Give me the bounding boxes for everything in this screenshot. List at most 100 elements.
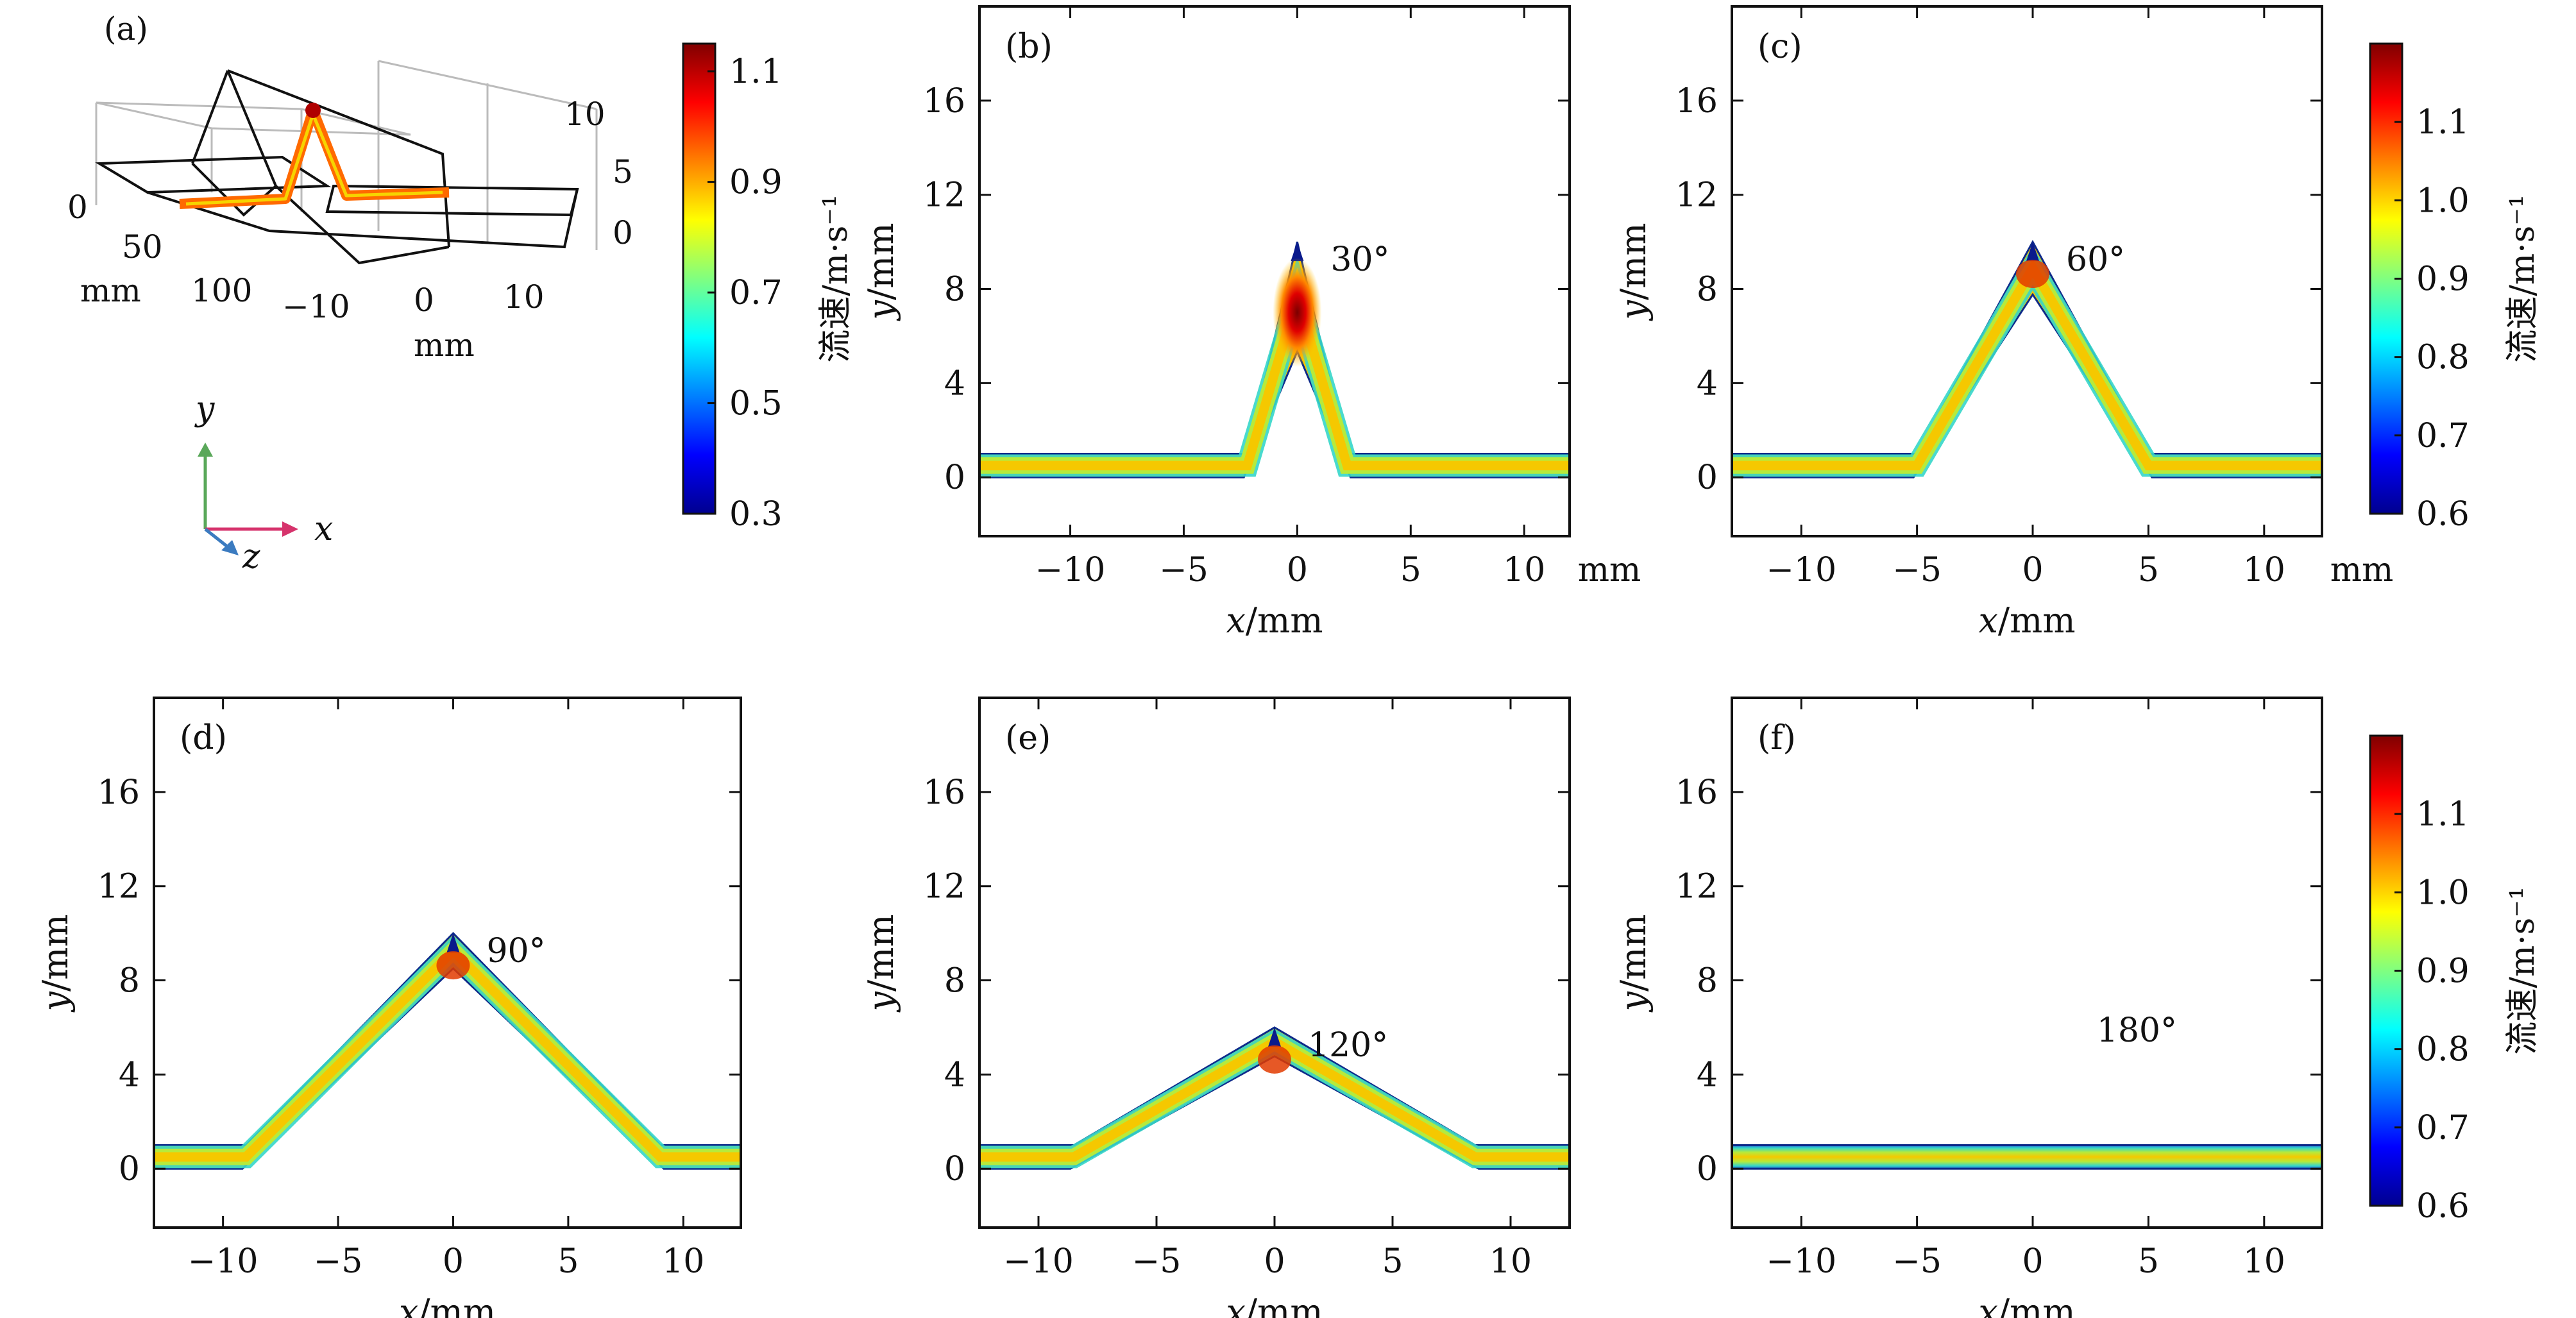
flow-tip: [1268, 1027, 1281, 1047]
colorbar-a: 0.3 0.5 0.7 0.9 1.1 流速/m·s⁻¹: [682, 42, 855, 534]
colorbar-tick-label: 0.9: [2416, 952, 2470, 991]
flow-channel-core: [154, 944, 741, 1162]
y-tick-label: 4: [1697, 364, 1718, 403]
bend-angle-label: 60°: [2066, 241, 2125, 279]
flow-tip: [2026, 242, 2040, 262]
colorbar-c: 0.6 0.7 0.8 0.9 1.0 1.1 流速/m·s⁻¹: [2369, 42, 2542, 534]
y-tick-label: 12: [1675, 176, 1718, 215]
colorbar-tick-label: 0.6: [2416, 495, 2470, 534]
flow-tip: [1291, 242, 1304, 262]
flow-channel: [1732, 1144, 2322, 1170]
y-axis-title: y/mm: [861, 223, 901, 321]
panel-e: −10 −5 0 5 10 0 4 8 12 16 (e) 120° x/mm y/mm: [861, 697, 1571, 1318]
triad-x-arrowhead: [282, 521, 298, 537]
bend-angle-label: 30°: [1330, 241, 1389, 279]
colorbar-tick-label: 0.9: [2416, 260, 2470, 299]
y-axis-title: y/mm: [1613, 914, 1654, 1012]
x-tick-label: −5: [1159, 551, 1208, 589]
x-tick-label: 10: [1489, 1242, 1532, 1281]
flow-channel-outer: [154, 934, 741, 1169]
y-axis-title: y/mm: [861, 914, 901, 1012]
flow-channel: [979, 1026, 1570, 1170]
y-tick-label: 12: [1675, 868, 1718, 906]
x-tick-label: 10: [2243, 551, 2285, 589]
x-tick-label: 10: [1503, 551, 1545, 589]
panel-f: −10 −5 0 5 10 0 4 8 12 16 (f) 180° x/mm y/mm: [1613, 697, 2323, 1318]
panel-a-depth-unit: mm: [80, 272, 141, 309]
panel-a-width-unit: mm: [414, 326, 475, 364]
colorbar-tick-label: 0.7: [729, 274, 783, 312]
y-tick-label: 4: [1697, 1056, 1718, 1094]
panel-a-depth-tick-100: 100: [191, 272, 252, 309]
x-tick-label: −5: [1892, 551, 1942, 589]
flow-channel: [979, 241, 1570, 478]
colorbar-title: 流速/m·s⁻¹: [2504, 194, 2542, 362]
triad-z-arrow: [204, 528, 231, 550]
x-tick-label: 5: [2138, 1242, 2159, 1281]
colorbar-tick-label: 1.1: [729, 53, 783, 91]
panel-a-width-tick-m10: −10: [282, 288, 350, 325]
panel-label: (d): [180, 719, 227, 757]
panel-label: (c): [1758, 28, 1802, 66]
x-axis-title: x/mm: [1226, 1292, 1323, 1318]
flow-channel: [1732, 239, 2322, 478]
panel-a-flow-peak: [305, 103, 321, 118]
y-tick-label: 8: [119, 962, 140, 1001]
colorbar-tick-label: 1.0: [2416, 182, 2470, 220]
colorbar-tick-label: 0.7: [2416, 1109, 2470, 1147]
plot-frame: [978, 5, 1571, 537]
y-tick-label: 8: [1697, 962, 1718, 1001]
plot-frame: [1731, 5, 2323, 537]
y-tick-label: 12: [923, 868, 965, 906]
panel-label: (f): [1758, 719, 1796, 757]
triad-z-label: z: [242, 537, 260, 576]
y-tick-label: 8: [944, 271, 965, 309]
y-tick-label: 12: [97, 868, 140, 906]
panel-b: −10 −5 0 5 10 0 4 8 12 16 (b) 30° x/mm y/mm mm: [861, 5, 1641, 641]
y-tick-label: 0: [944, 1150, 965, 1188]
x-tick-label: 0: [2022, 551, 2043, 589]
x-axis-title: x/mm: [1226, 600, 1323, 641]
x-tick-label: −5: [1132, 1242, 1182, 1281]
y-tick-label: 4: [944, 364, 965, 403]
y-tick-label: 16: [923, 773, 965, 812]
x-tick-label: 10: [2243, 1242, 2285, 1281]
flow-hotspot: [1258, 1045, 1291, 1074]
colorbar-tick-label: 0.5: [729, 385, 783, 423]
panel-a: (a) 10 5 0 0 50 100 mm: [67, 10, 633, 576]
x-tick-label: −5: [314, 1242, 363, 1281]
y-tick-label: 4: [119, 1056, 140, 1094]
y-tick-label: 8: [944, 962, 965, 1001]
y-tick-label: 16: [97, 773, 140, 812]
triad-y-arrowhead: [198, 443, 213, 457]
flow-hotspot: [436, 951, 470, 980]
panel-a-width-tick-0: 0: [414, 282, 434, 319]
x-tick-label: −10: [1003, 1242, 1074, 1281]
panel-a-ztick-5: 5: [613, 153, 633, 190]
triad-x-label: x: [314, 510, 333, 548]
flow-tip: [446, 933, 460, 953]
flow-channel: [154, 931, 741, 1170]
axis-triad: y x z: [194, 390, 333, 576]
panel-a-grid: [95, 60, 598, 250]
x-tick-label: 5: [1382, 1242, 1403, 1281]
x-unit-label: mm: [2330, 551, 2394, 589]
x-tick-label: 0: [2022, 1242, 2043, 1281]
y-tick-label: 0: [944, 459, 965, 497]
y-tick-label: 16: [1675, 82, 1718, 121]
x-tick-label: −10: [1035, 551, 1106, 589]
panel-a-ztick-10: 10: [564, 96, 606, 133]
colorbar-title: 流速/m·s⁻¹: [817, 194, 855, 362]
x-axis-title: x/mm: [399, 1292, 496, 1318]
colorbars: 0.3 0.5 0.7 0.9 1.1 流速/m·s⁻¹ 0.6 0.7 0.8 0.9 1.0 1.…: [682, 42, 2542, 1226]
flow-channel-outer: [1732, 246, 2322, 477]
x-tick-label: 5: [2138, 551, 2159, 589]
panel-label: (e): [1005, 719, 1051, 757]
panel-a-label: (a): [104, 10, 148, 47]
x-tick-label: −5: [1892, 1242, 1942, 1281]
y-tick-label: 0: [1697, 1150, 1718, 1188]
x-axis-title: x/mm: [1978, 1292, 2075, 1318]
bend-angle-label: 120°: [1308, 1026, 1388, 1065]
